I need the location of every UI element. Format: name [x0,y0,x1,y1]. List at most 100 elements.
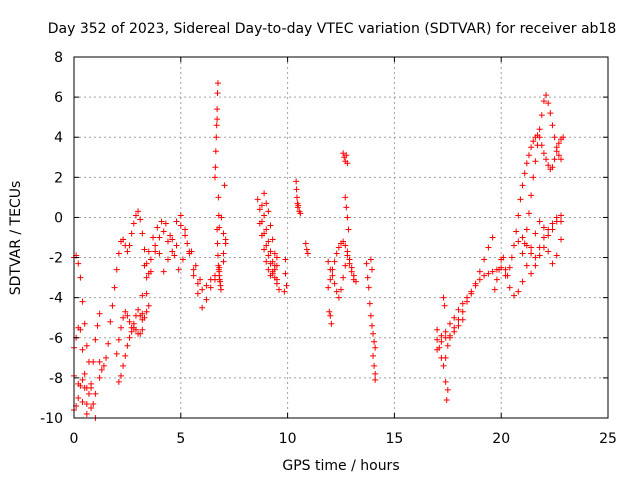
data-series-arc-6 [113,302,152,357]
data-point [182,226,189,233]
data-point [525,210,532,217]
data-point [145,248,152,255]
data-point [192,262,199,269]
data-point [113,350,120,357]
data-point [126,318,133,325]
data-point [169,236,176,243]
data-point [190,272,197,279]
y-tick-label: -8 [49,371,63,387]
data-point [444,386,451,393]
data-point [271,266,278,273]
data-point [261,190,268,197]
data-point [545,232,552,239]
data-series-arc-18 [363,260,379,351]
data-series-stray-12.0 [326,308,335,327]
data-point [203,282,210,289]
data-point [77,274,84,281]
data-point [261,246,268,253]
data-point [540,150,547,157]
data-point [269,258,276,265]
data-point [303,246,310,253]
y-tick-label: -10 [40,411,63,427]
data-point [130,220,137,227]
data-point [83,410,90,417]
data-point [103,354,110,361]
data-series-arc-13 [258,202,280,283]
data-point [545,162,552,169]
data-point [545,100,552,107]
data-series-arc-21 [434,316,466,369]
data-point [122,352,129,359]
data-point [94,322,101,329]
data-point [139,326,146,333]
data-point [446,334,453,341]
data-point [265,208,272,215]
data-point [364,274,371,281]
data-point [137,216,144,223]
data-series-arc-24 [502,212,565,299]
data-point [438,332,445,339]
data-point [214,240,221,247]
data-point [549,220,556,227]
data-point [132,212,139,219]
data-point [194,280,201,287]
data-point [98,366,105,373]
data-point [519,182,526,189]
data-point [496,266,503,273]
data-point [179,256,186,263]
data-point [367,312,374,319]
data-point [137,330,144,337]
data-series-arc-23 [491,132,567,293]
data-series-arc-20 [434,234,496,353]
data-point [500,254,507,261]
data-point [222,240,229,247]
data-point [190,266,197,273]
data-point [213,134,220,141]
data-point [256,206,263,213]
y-axis-ticks: -10 -8 -6 -4 -2 0 2 4 6 8 [40,50,608,427]
data-point [221,182,228,189]
data-point [506,264,513,271]
data-point [214,252,221,259]
data-point [515,238,522,245]
y-tick-label: -2 [49,251,63,267]
data-point [523,262,530,269]
data-point [346,260,353,267]
x-tick-label: 10 [279,431,297,447]
data-point [143,308,150,315]
data-point [122,308,129,315]
data-point [459,300,466,307]
data-point [265,266,272,273]
data-point [342,242,349,249]
data-point [517,196,524,203]
data-series-arc-9 [139,212,227,311]
data-point [489,234,496,241]
data-point [145,302,152,309]
data-point [331,258,338,265]
data-point [143,290,150,297]
data-point [261,212,268,219]
data-point [519,234,526,241]
data-point [327,276,334,283]
data-point [141,314,148,321]
data-point [215,194,222,201]
data-point [547,110,554,117]
data-point [212,148,219,155]
data-point [281,288,288,295]
data-point [215,266,222,273]
data-point [184,240,191,247]
data-series-drop-6.7 [214,226,224,293]
data-point [267,248,274,255]
data-point [540,244,547,251]
chart-title: Day 352 of 2023, Sidereal Day-to-day VTE… [48,21,617,37]
data-point [451,328,458,335]
data-point [214,106,221,113]
data-point [77,326,84,333]
data-point [293,186,300,193]
data-point [214,90,221,97]
data-point [443,396,450,403]
data-series-drop-14.0 [367,256,379,383]
data-point [160,268,167,275]
data-point [368,322,375,329]
data-point [160,228,167,235]
